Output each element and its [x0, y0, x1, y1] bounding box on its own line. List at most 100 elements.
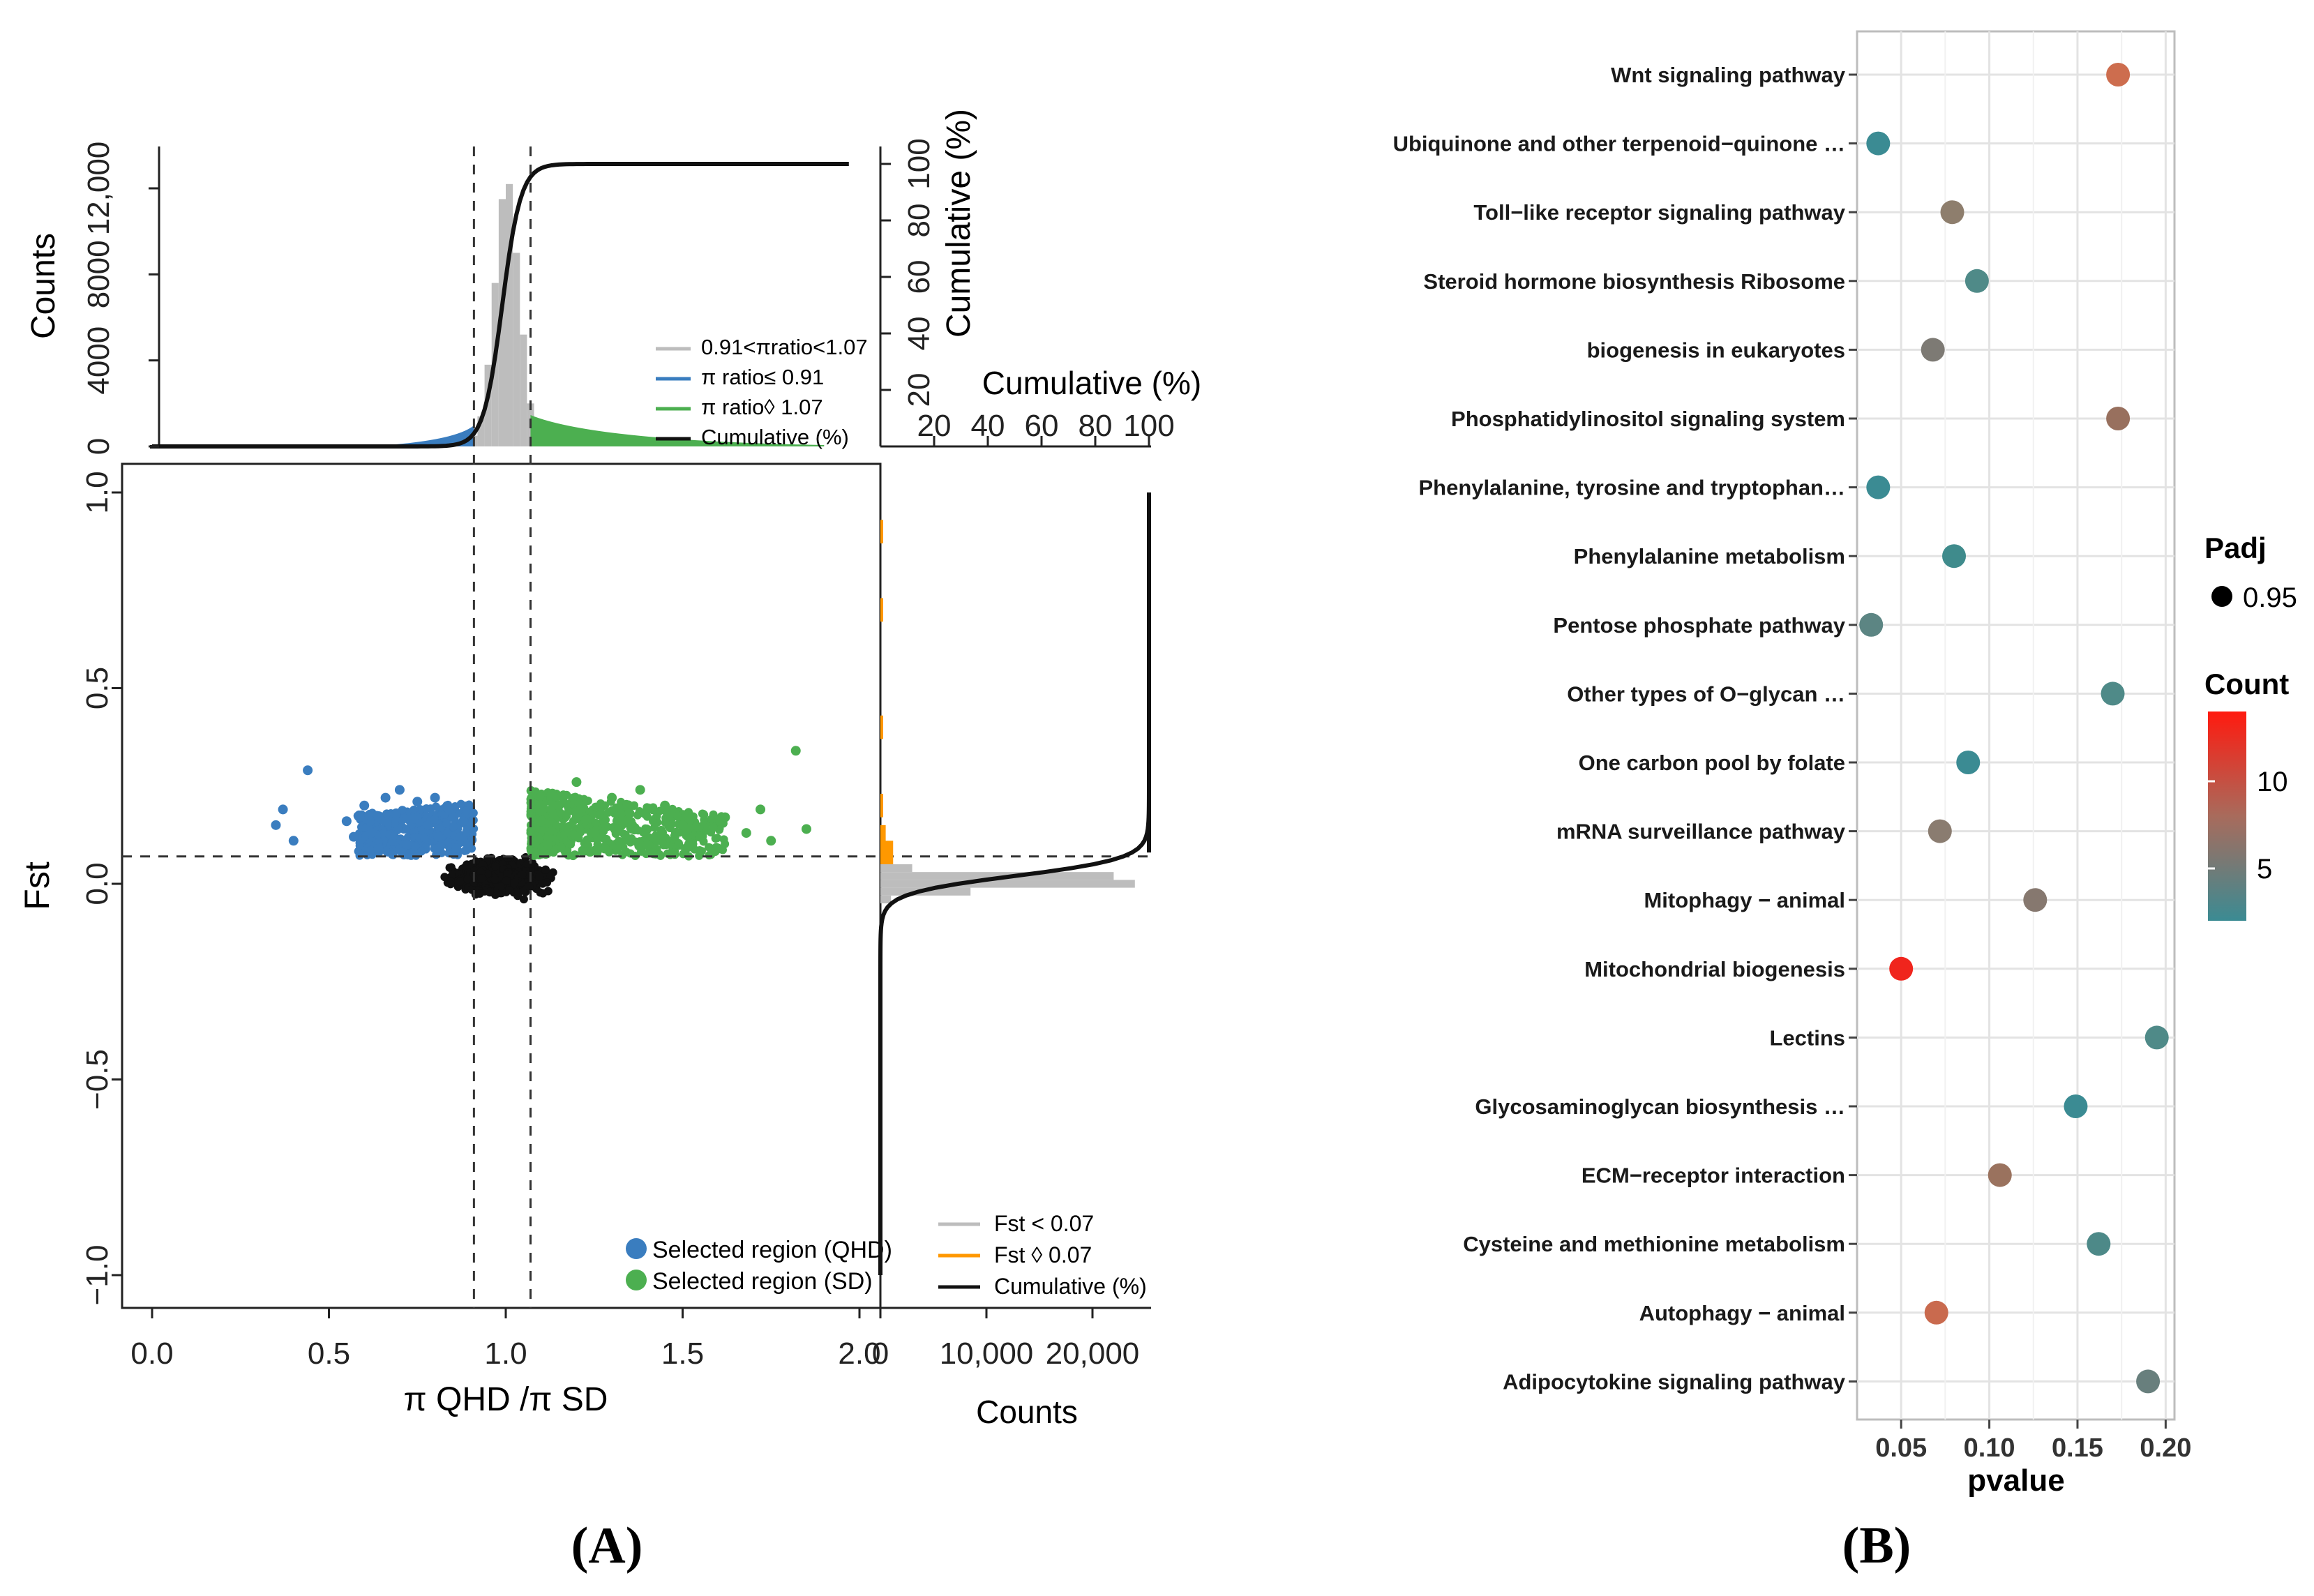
sd-point	[673, 812, 682, 821]
sd-point	[652, 831, 661, 840]
qhd-point	[462, 828, 471, 837]
side-hist-x-tick-label: 20,000	[1046, 1337, 1140, 1371]
selected-point	[366, 828, 377, 838]
background-point	[491, 861, 500, 871]
top-hist-right-tick-label: 40	[902, 317, 936, 351]
sd-point	[649, 817, 658, 826]
qhd-point	[455, 832, 464, 841]
selected-point	[660, 800, 670, 811]
dot-plot-x-label: pvalue	[1967, 1463, 2064, 1498]
qhd-point	[469, 808, 478, 818]
sd-point	[643, 824, 652, 833]
sd-point	[535, 835, 544, 844]
background-point	[546, 871, 555, 880]
sd-point	[675, 828, 684, 837]
top-cumulative-curve	[150, 162, 849, 449]
background-point	[518, 871, 527, 880]
dot-plot-x-tick-label: 0.15	[2052, 1433, 2103, 1463]
background-point	[496, 882, 505, 891]
sd-point	[648, 806, 657, 815]
pathway-label: Phenylalanine, tyrosine and tryptophan…	[1419, 476, 1846, 500]
main-x-ticks: 0.0 0.5 1.0 1.5 2.0	[130, 1308, 881, 1371]
selected-point	[713, 843, 723, 854]
legend-color-bar	[2208, 712, 2246, 921]
pathway-label: ECM−receptor interaction	[1582, 1164, 1845, 1188]
top-hist-right-tick-label: 80	[902, 204, 936, 238]
pathway-dot	[1956, 751, 1981, 774]
top-hist-bar	[484, 364, 492, 446]
selected-point	[423, 820, 433, 830]
selected-point	[543, 839, 553, 850]
pathway-dot	[2101, 682, 2125, 706]
pathway-dot	[1928, 819, 1952, 843]
side-hist-bar	[880, 895, 892, 904]
sd-point	[614, 836, 623, 845]
pathway-label: Lectins	[1769, 1025, 1845, 1050]
main-x-tick-label: 2.0	[838, 1337, 880, 1371]
pathway-label: Phenylalanine metabolism	[1574, 544, 1845, 569]
side-hist-legend: Fst < 0.07 Fst ◊ 0.07 Cumulative (%)	[938, 1211, 1147, 1299]
sd-point	[640, 810, 649, 819]
main-x-tick-label: 0.0	[130, 1337, 173, 1371]
sd-point	[695, 845, 704, 855]
side-hist-fst-bar	[880, 598, 883, 622]
side-hist-xlabel: Counts	[976, 1394, 1078, 1430]
top-hist-bar	[520, 334, 527, 446]
sd-points-cloud	[526, 785, 730, 861]
main-legend-marker	[626, 1270, 647, 1290]
qhd-point	[380, 829, 389, 838]
selected-point	[599, 843, 610, 854]
sd-point	[711, 834, 720, 843]
sd-point	[602, 834, 611, 843]
pathway-label: Glycosaminoglycan biosynthesis …	[1475, 1094, 1845, 1119]
panel-b: Wnt signaling pathway Ubiquinone and othe…	[1393, 30, 2297, 1574]
pathway-label: mRNA surveillance pathway	[1556, 820, 1846, 844]
sd-point	[621, 830, 630, 839]
background-point	[490, 875, 499, 884]
selected-point	[801, 824, 811, 834]
selected-point	[341, 816, 352, 827]
side-legend-label: Fst < 0.07	[994, 1211, 1094, 1236]
pathway-label: Phosphatidylinositol signaling system	[1451, 407, 1845, 431]
sd-point	[548, 826, 557, 835]
pathway-dot	[2136, 1369, 2161, 1394]
sd-point	[603, 808, 613, 817]
selected-point	[278, 804, 288, 815]
selected-point	[756, 804, 766, 815]
background-point	[502, 876, 511, 885]
pathway-dot	[1964, 269, 1989, 293]
sd-point	[527, 829, 536, 838]
qhd-point	[419, 834, 428, 843]
selected-point	[554, 800, 564, 811]
qhd-point	[442, 819, 451, 828]
background-point	[541, 865, 550, 874]
qhd-point	[416, 847, 426, 856]
sd-point	[692, 822, 701, 831]
qhd-point	[405, 849, 414, 858]
sd-point	[583, 835, 592, 844]
sd-point	[557, 843, 566, 852]
pathway-label: Steroid hormone biosynthesis Ribosome	[1423, 269, 1845, 294]
dot-plot-grid	[1857, 31, 2174, 1420]
main-legend-label: Selected region (QHD)	[652, 1237, 892, 1263]
sd-point	[537, 826, 546, 835]
selected-point	[695, 831, 705, 842]
sd-point	[617, 809, 626, 818]
main-x-label: π QHD /π SD	[404, 1381, 608, 1418]
main-legend-label: Selected region (SD)	[652, 1268, 873, 1295]
sd-point	[586, 848, 595, 857]
top-hist-y-tick-label: 8000	[82, 240, 116, 308]
selected-point	[607, 792, 617, 803]
top-hist-qhd-tail	[364, 426, 474, 446]
pathway-label: Autophagy − animal	[1639, 1301, 1845, 1325]
pathway-label: Adipocytokine signaling pathway	[1503, 1369, 1846, 1394]
side-hist-bar	[880, 872, 1114, 880]
pathway-dot	[2106, 407, 2131, 430]
sd-point	[569, 830, 578, 839]
background-point	[525, 882, 534, 891]
sd-point	[564, 807, 573, 816]
side-hist-fst-bar	[880, 520, 883, 543]
top-legend-label: π ratio◊ 1.07	[701, 395, 823, 419]
background-point	[519, 895, 528, 904]
